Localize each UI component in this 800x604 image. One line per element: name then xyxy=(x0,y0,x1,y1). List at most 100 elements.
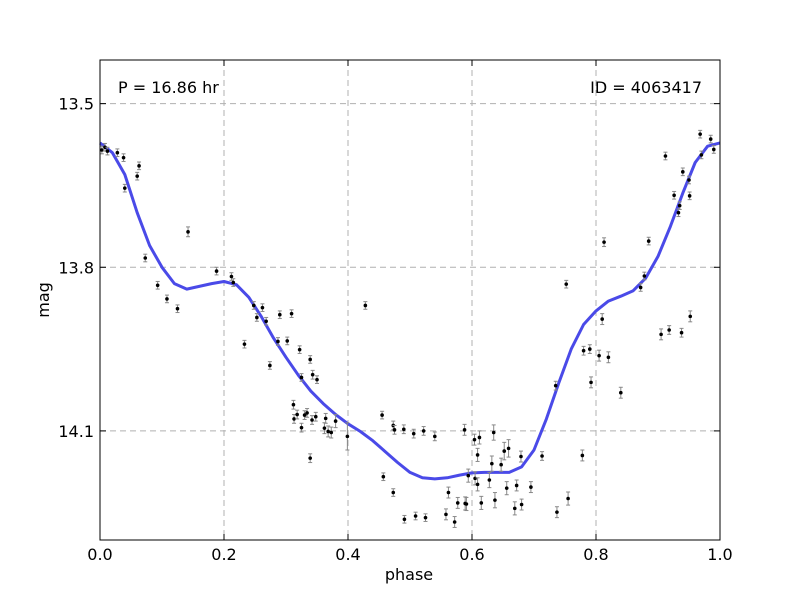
point-marker xyxy=(475,482,480,487)
point-marker xyxy=(315,377,319,382)
data-point xyxy=(313,411,318,422)
point-marker xyxy=(305,411,309,415)
data-point xyxy=(698,129,703,139)
data-point xyxy=(466,468,471,483)
data-point xyxy=(214,266,219,276)
data-point xyxy=(391,488,396,497)
data-point xyxy=(642,271,647,281)
point-marker xyxy=(143,256,148,260)
data-point xyxy=(242,339,247,349)
point-marker xyxy=(313,414,318,419)
point-marker xyxy=(506,446,511,451)
data-point xyxy=(260,303,265,312)
point-marker xyxy=(264,319,268,324)
point-marker xyxy=(289,311,294,316)
data-point xyxy=(452,516,457,528)
point-marker xyxy=(421,429,426,433)
point-marker xyxy=(708,137,713,141)
data-point xyxy=(462,423,467,436)
data-point xyxy=(580,449,585,462)
point-marker xyxy=(444,512,448,517)
plot-frame xyxy=(99,59,721,541)
data-point xyxy=(589,376,594,389)
point-marker xyxy=(490,461,494,466)
point-marker xyxy=(638,285,643,290)
data-point xyxy=(155,280,160,290)
point-marker xyxy=(229,274,234,279)
data-point xyxy=(489,455,494,472)
point-marker xyxy=(260,305,265,310)
data-point xyxy=(597,349,602,362)
data-point xyxy=(606,351,611,364)
point-marker xyxy=(698,132,702,136)
point-marker xyxy=(268,363,272,368)
point-marker xyxy=(291,402,296,407)
data-point xyxy=(512,501,517,516)
point-marker xyxy=(687,194,692,198)
id-annotation: ID = 4063417 xyxy=(590,78,702,97)
data-point xyxy=(115,148,120,158)
data-point xyxy=(432,431,437,442)
point-marker xyxy=(299,375,304,380)
data-point xyxy=(514,479,519,492)
data-point xyxy=(308,453,313,464)
data-point xyxy=(135,171,140,181)
point-marker xyxy=(292,417,296,421)
data-point xyxy=(291,399,296,410)
point-marker xyxy=(278,312,282,317)
data-point xyxy=(475,477,480,492)
data-point xyxy=(528,481,533,494)
point-marker xyxy=(392,428,397,432)
point-marker xyxy=(553,383,558,388)
data-point xyxy=(254,313,259,322)
data-point xyxy=(699,150,704,160)
data-point xyxy=(413,511,418,521)
point-marker xyxy=(555,510,559,514)
data-point xyxy=(646,236,651,246)
point-marker xyxy=(564,282,569,286)
data-point xyxy=(137,161,142,171)
data-point xyxy=(315,375,319,384)
point-marker xyxy=(499,462,503,467)
point-marker xyxy=(688,314,693,319)
point-marker xyxy=(165,297,169,301)
point-marker xyxy=(402,517,407,522)
data-point xyxy=(175,304,180,314)
point-marker xyxy=(619,390,623,395)
point-marker xyxy=(155,283,160,288)
data-point xyxy=(251,301,256,310)
data-point xyxy=(411,428,416,439)
point-marker xyxy=(310,372,315,377)
data-point xyxy=(308,355,313,364)
data-point xyxy=(663,151,668,161)
x-tick-label: 0.0 xyxy=(87,545,112,564)
point-marker xyxy=(659,332,663,337)
data-point xyxy=(499,457,504,472)
data-point xyxy=(618,386,623,399)
data-point xyxy=(519,498,524,511)
data-point xyxy=(600,313,605,326)
axis-ticks: 0.0 0.2 0.4 0.6 0.8 1.0 13.5 13.8 14.1 xyxy=(58,60,733,564)
point-marker xyxy=(602,240,606,244)
point-marker xyxy=(310,418,314,422)
point-marker xyxy=(322,426,327,430)
data-point xyxy=(402,514,407,524)
data-point xyxy=(492,492,497,509)
data-point xyxy=(275,337,280,346)
point-marker xyxy=(121,155,126,160)
data-point xyxy=(231,278,236,287)
point-marker xyxy=(566,496,570,501)
point-marker xyxy=(103,145,107,150)
data-point xyxy=(711,145,716,154)
data-point xyxy=(540,451,545,461)
data-point xyxy=(506,439,511,458)
data-point xyxy=(564,279,569,289)
data-point xyxy=(502,441,507,461)
fit-curve-layer xyxy=(99,141,721,481)
point-marker xyxy=(391,490,396,495)
x-axis-label: phase xyxy=(385,565,433,584)
data-point xyxy=(680,167,685,177)
point-marker xyxy=(464,502,469,506)
point-marker xyxy=(231,280,236,285)
